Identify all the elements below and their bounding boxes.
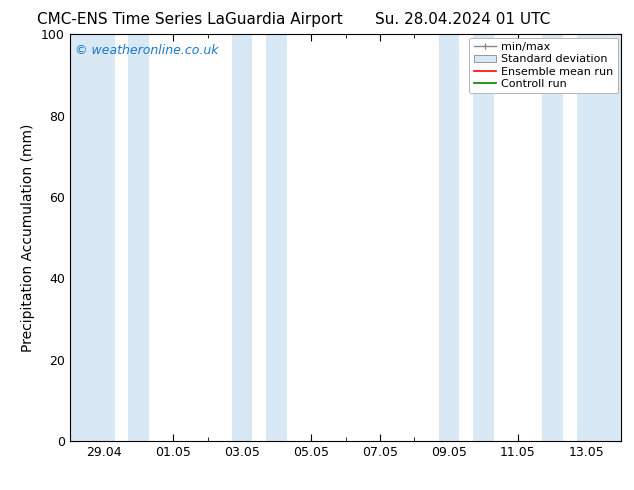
Bar (128, 34, 149, 441)
Bar (266, 34, 287, 441)
Bar (473, 34, 494, 441)
Legend: min/max, Standard deviation, Ensemble mean run, Controll run: min/max, Standard deviation, Ensemble me… (469, 38, 618, 93)
Text: CMC-ENS Time Series LaGuardia Airport: CMC-ENS Time Series LaGuardia Airport (37, 12, 343, 27)
Y-axis label: Precipitation Accumulation (mm): Precipitation Accumulation (mm) (22, 123, 36, 352)
Bar (70, 34, 115, 441)
Bar (576, 34, 621, 441)
Bar (542, 34, 563, 441)
Text: © weatheronline.co.uk: © weatheronline.co.uk (75, 45, 219, 57)
Bar (439, 34, 459, 441)
Text: Su. 28.04.2024 01 UTC: Su. 28.04.2024 01 UTC (375, 12, 550, 27)
Bar (232, 34, 252, 441)
